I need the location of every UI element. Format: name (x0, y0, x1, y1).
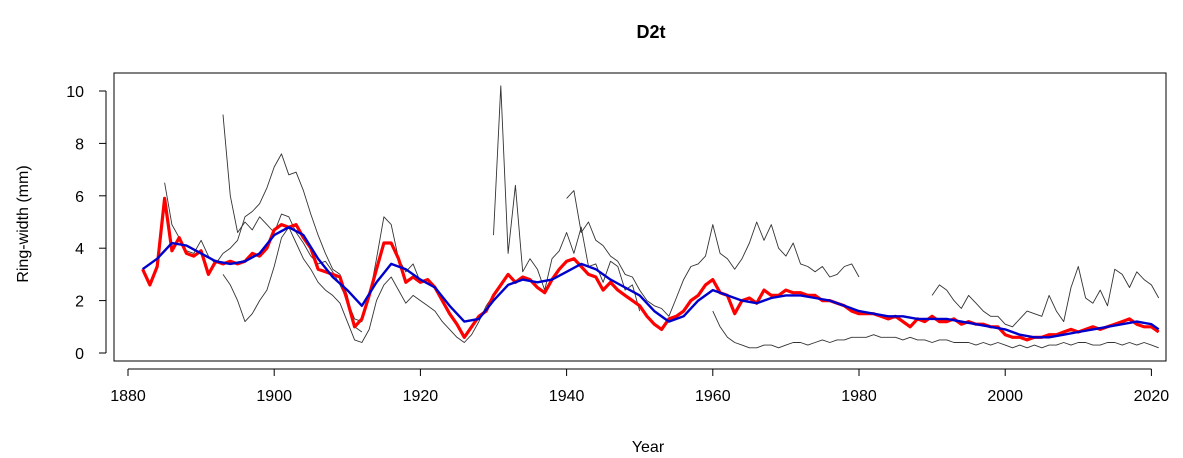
sample-series-line (712, 310, 1159, 349)
sample-series-line (566, 190, 860, 317)
y-tick-label: 10 (66, 84, 84, 101)
x-tick-label: 2000 (987, 388, 1023, 405)
chart-title: D2t (636, 22, 665, 42)
sample-series-line (164, 153, 363, 333)
x-tick-label: 1880 (110, 388, 146, 405)
smoothed-spline-line (141, 225, 1160, 339)
y-axis-title: Ring-width (mm) (15, 165, 32, 282)
series-layer (141, 85, 1160, 349)
x-axis: 1880 1900 1920 1940 1960 1980 2000 2020 (110, 368, 1170, 405)
sample-series-line (222, 226, 494, 343)
y-tick-label: 6 (75, 189, 84, 206)
x-tick-label: 1980 (841, 388, 877, 405)
sample-series-line (931, 266, 1160, 328)
sample-series-line (493, 85, 641, 312)
y-tick-label: 2 (75, 294, 84, 311)
y-tick-label: 4 (75, 241, 84, 258)
x-tick-label: 1920 (403, 388, 439, 405)
x-tick-label: 1960 (695, 388, 731, 405)
plot-frame (113, 72, 1167, 362)
mean-chronology-line (141, 196, 1160, 342)
x-tick-label: 2020 (1134, 388, 1170, 405)
x-tick-label: 1900 (256, 388, 292, 405)
y-tick-label: 8 (75, 136, 84, 153)
y-axis: 0 2 4 6 8 10 (66, 84, 107, 363)
y-tick-label: 0 (75, 346, 84, 363)
x-axis-title: Year (632, 439, 665, 456)
sample-series-line (222, 114, 421, 323)
x-tick-label: 1940 (549, 388, 585, 405)
